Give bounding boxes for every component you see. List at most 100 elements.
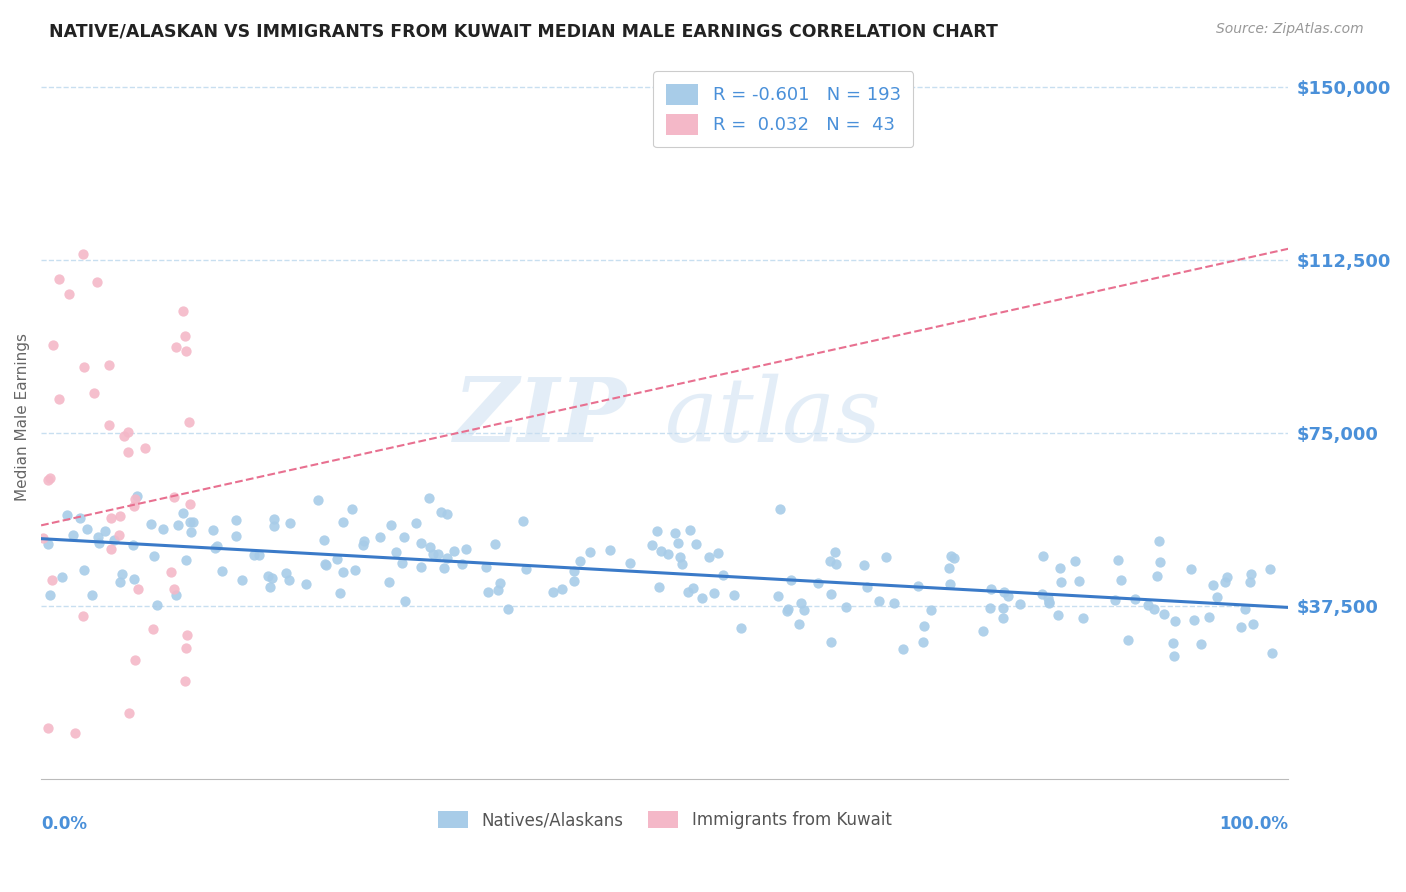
Point [436,551,458,566]
Point [562,574,585,589]
Point [422,547,444,561]
Point [1050,575,1073,590]
Point [650,544,672,558]
Point [174,641,197,656]
Point [180,524,202,539]
Point [776,601,799,615]
Point [117,445,139,459]
Point [274,566,297,580]
Point [111,566,134,581]
Point [86,275,108,289]
Point [353,534,375,549]
Point [172,506,194,520]
Point [779,573,801,587]
Point [433,561,456,575]
Point [551,582,574,596]
Point [1202,577,1225,591]
Point [1047,607,1070,622]
Point [211,564,233,578]
Point [541,584,564,599]
Point [1180,562,1202,576]
Point [907,579,929,593]
Text: NATIVE/ALASKAN VS IMMIGRANTS FROM KUWAIT MEDIAN MALE EARNINGS CORRELATION CHART: NATIVE/ALASKAN VS IMMIGRANTS FROM KUWAIT… [49,22,998,40]
Point [307,492,329,507]
Point [124,492,146,507]
Point [94,524,117,538]
Point [146,599,169,613]
Legend: Natives/Alaskans, Immigrants from Kuwait: Natives/Alaskans, Immigrants from Kuwait [432,805,898,836]
Point [868,594,890,608]
Point [112,428,135,442]
Point [263,512,285,526]
Point [991,601,1014,615]
Point [1063,554,1085,568]
Point [58,287,80,301]
Point [943,551,966,566]
Point [825,558,848,572]
Point [326,551,349,566]
Point [912,619,935,633]
Point [562,564,585,578]
Point [685,537,707,551]
Point [820,635,842,649]
Point [225,529,247,543]
Point [141,516,163,531]
Point [1049,561,1071,575]
Point [55,508,77,522]
Point [1038,596,1060,610]
Point [488,575,510,590]
Point [1123,591,1146,606]
Point [568,554,591,568]
Point [911,634,934,648]
Point [1038,595,1060,609]
Point [32,531,55,545]
Point [972,624,994,638]
Y-axis label: Median Male Earnings: Median Male Earnings [15,333,30,501]
Text: 0.0%: 0.0% [41,815,87,833]
Point [515,562,537,576]
Point [87,536,110,550]
Text: Source: ZipAtlas.com: Source: ZipAtlas.com [1216,22,1364,37]
Point [174,329,197,343]
Point [671,557,693,571]
Point [174,673,197,688]
Point [174,553,197,567]
Point [312,533,335,547]
Point [165,340,187,354]
Point [682,582,704,596]
Point [122,538,145,552]
Point [426,547,449,561]
Point [103,533,125,548]
Point [368,531,391,545]
Point [451,558,474,572]
Point [475,560,498,574]
Point [1032,549,1054,564]
Point [98,358,121,372]
Point [1161,636,1184,650]
Point [76,522,98,536]
Point [993,585,1015,599]
Point [668,550,690,565]
Point [127,489,149,503]
Point [939,577,962,591]
Point [875,549,897,564]
Point [484,536,506,550]
Point [496,601,519,615]
Point [512,514,534,528]
Point [134,441,156,455]
Point [766,590,789,604]
Point [835,600,858,615]
Point [142,623,165,637]
Point [278,516,301,530]
Point [231,573,253,587]
Point [657,547,679,561]
Point [1143,602,1166,616]
Point [110,574,132,589]
Point [1111,573,1133,587]
Point [647,580,669,594]
Point [63,726,86,740]
Point [666,536,689,550]
Point [1163,648,1185,663]
Point [41,573,63,587]
Point [38,471,60,485]
